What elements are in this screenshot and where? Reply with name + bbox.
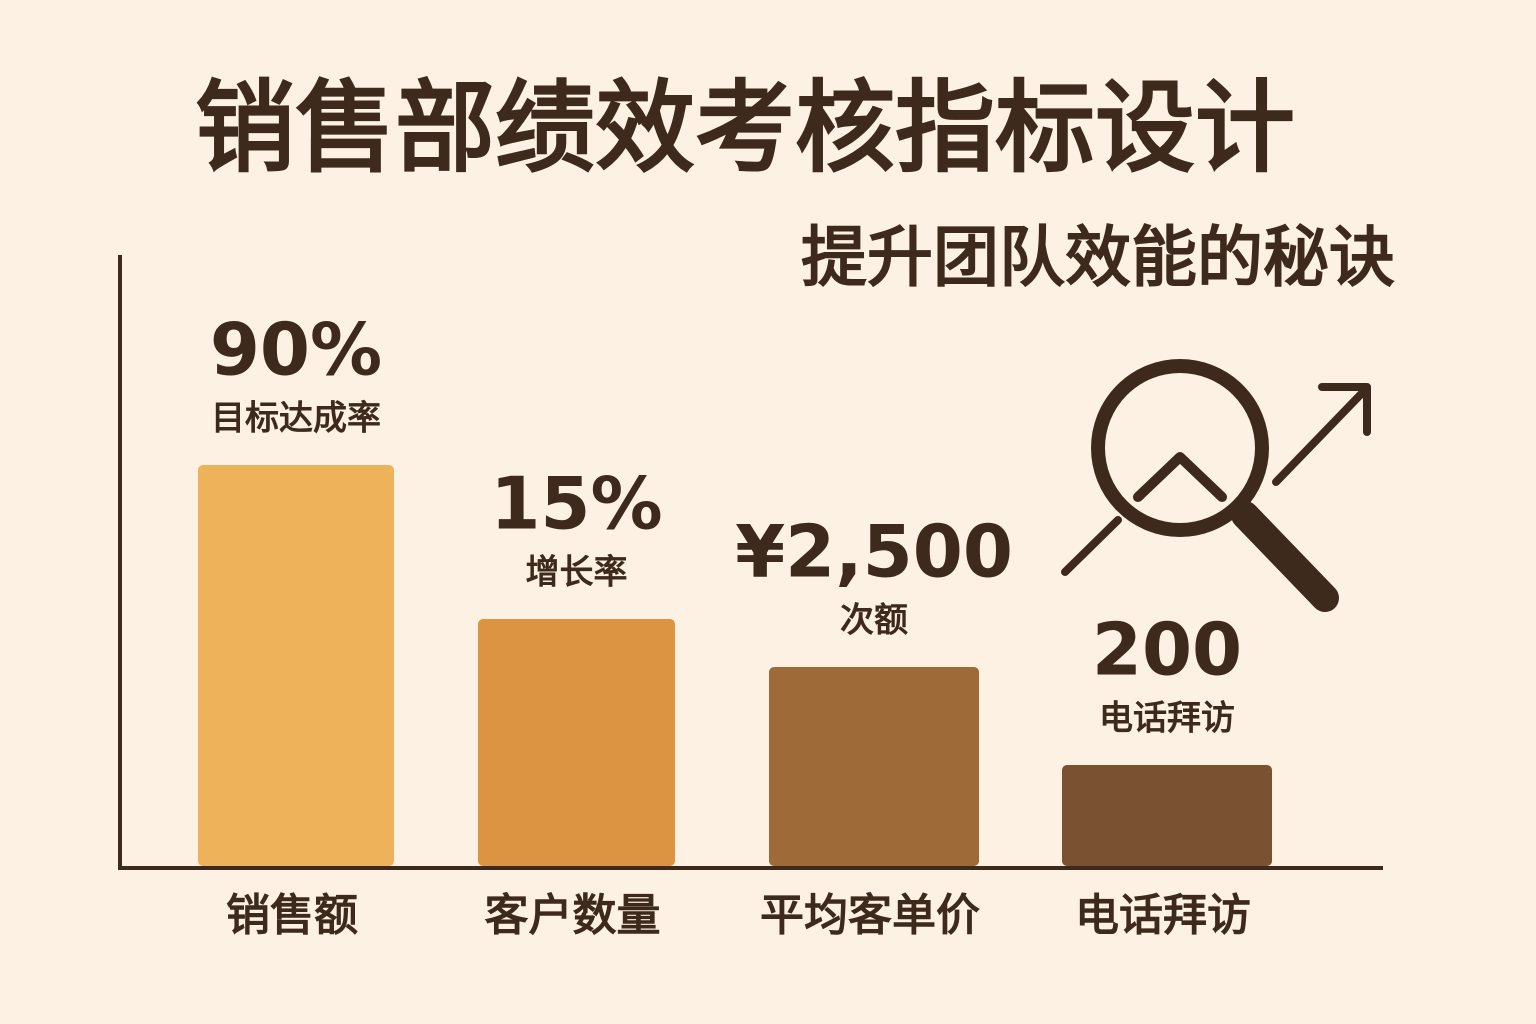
bar xyxy=(769,667,979,866)
arrow-head xyxy=(1318,383,1371,436)
category-label: 客户数量 xyxy=(485,890,661,941)
caption: 电话拜访 xyxy=(1099,699,1235,739)
axes xyxy=(118,255,1383,870)
subtitle: 提升团队效能的秘诀 xyxy=(801,219,1395,296)
category-label: 电话拜访 xyxy=(1075,890,1251,941)
caption: 目标达成率 xyxy=(211,399,381,439)
lens xyxy=(1091,359,1269,537)
bar xyxy=(1062,765,1272,866)
caption: 次额 xyxy=(840,601,908,641)
category-label: 平均客单价 xyxy=(760,890,980,941)
title: 销售部绩效考核指标设计 xyxy=(195,69,1295,186)
trend-line xyxy=(1061,516,1122,576)
value-label: 15% xyxy=(490,462,662,546)
category-label: 销售额 xyxy=(226,890,358,941)
bar xyxy=(478,619,675,866)
value-label: 90% xyxy=(210,308,382,392)
chevron xyxy=(1133,452,1227,502)
magnifier-icon xyxy=(1061,359,1371,612)
handle xyxy=(1231,501,1339,612)
value-label: 200 xyxy=(1092,608,1242,692)
trend-arrow xyxy=(1272,386,1369,486)
value-label: ¥2,500 xyxy=(735,510,1013,594)
bar xyxy=(198,465,394,866)
caption: 增长率 xyxy=(526,553,628,593)
